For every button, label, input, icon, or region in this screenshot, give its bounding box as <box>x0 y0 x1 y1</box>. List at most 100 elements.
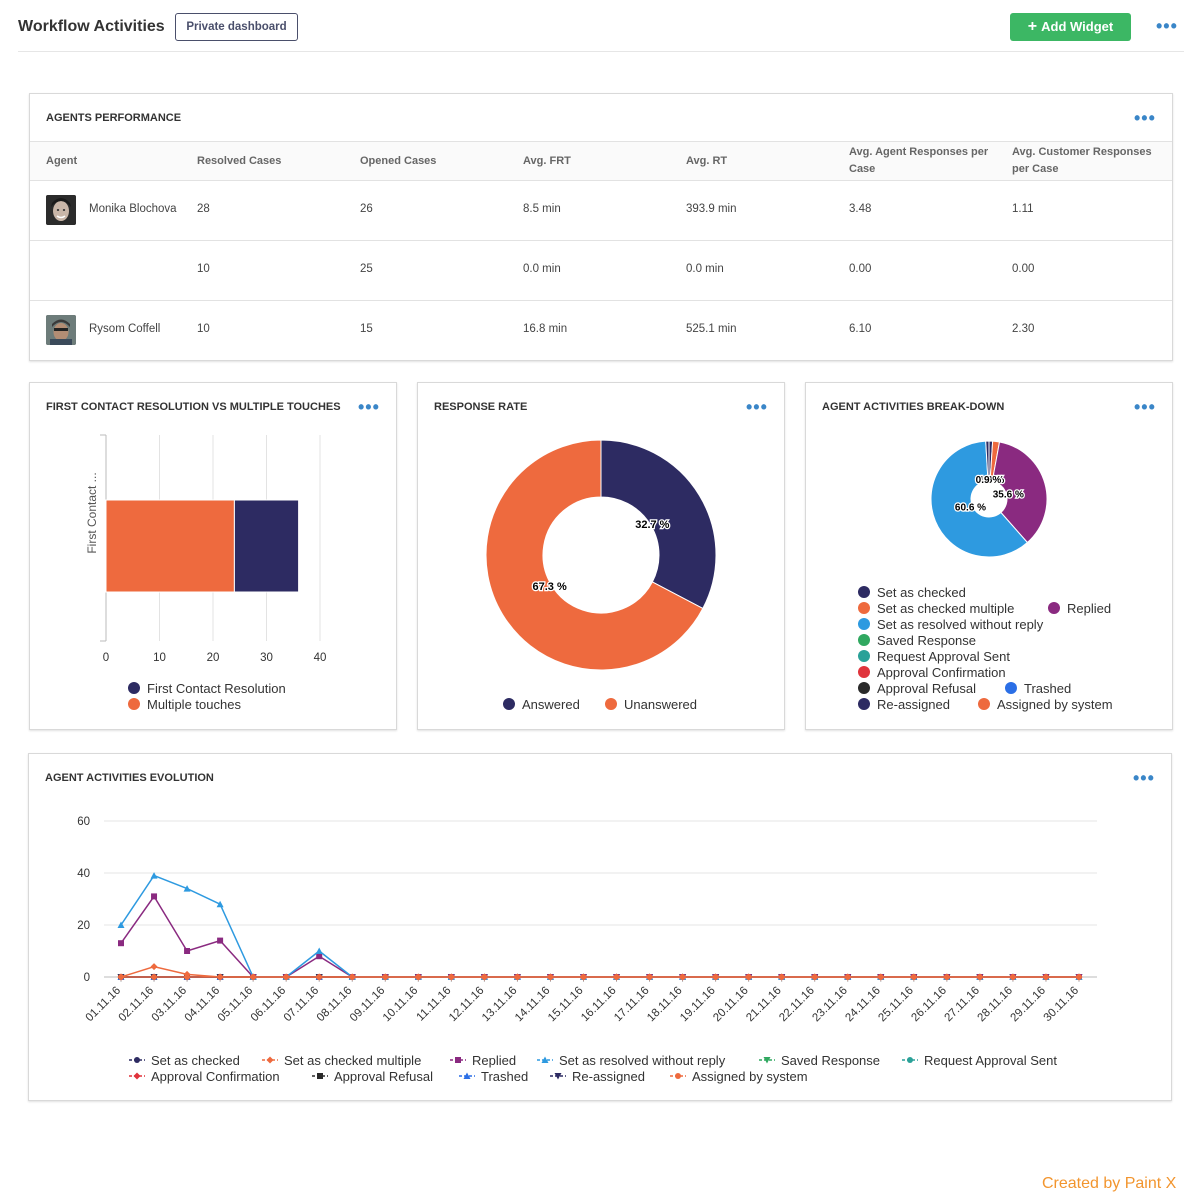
more-options-icon[interactable]: ••• <box>1134 397 1156 417</box>
x-tick-label: 21.11.16 <box>744 985 784 1025</box>
slice-unanswered <box>485 439 704 671</box>
more-options-icon[interactable]: ••• <box>746 397 768 417</box>
legend-label: Request Approval Sent <box>877 649 1010 664</box>
x-tick-label: 28.11.16 <box>976 985 1016 1025</box>
data-point <box>118 940 124 947</box>
legend-item[interactable]: Re-assigned <box>858 697 950 712</box>
legend-item-multiple-touches[interactable]: Multiple touches <box>128 697 241 712</box>
table-row: Monika Blochova 28 26 8.5 min 393.9 min … <box>30 181 1172 241</box>
column-header[interactable]: Avg. RT <box>686 155 728 167</box>
legend-dot <box>858 586 870 598</box>
agent-activities-breakdown-panel: AGENT ACTIVITIES BREAK-DOWN ••• 1.9 % 35.… <box>805 382 1173 730</box>
more-options-icon[interactable]: ••• <box>358 397 380 417</box>
data-point <box>976 974 983 980</box>
more-options-icon[interactable]: ••• <box>1156 16 1178 36</box>
data-point <box>463 1072 471 1079</box>
data-point <box>554 1073 562 1080</box>
resolved-cases: 10 <box>197 323 210 335</box>
data-point <box>266 1056 274 1064</box>
legend-label: Set as resolved without reply <box>559 1053 726 1068</box>
legend-item[interactable]: Approval Confirmation <box>858 665 1006 680</box>
x-tick-label: 30.11.16 <box>1042 985 1082 1025</box>
x-tick-label: 01.11.16 <box>84 985 124 1025</box>
legend-item: Approval Confirmation <box>129 1069 280 1084</box>
data-point <box>877 974 884 980</box>
x-tick-label: 12.11.16 <box>447 985 487 1025</box>
response-rate-donut: 32.7 % 67.3 % <box>485 439 717 671</box>
data-point <box>283 974 290 980</box>
data-point <box>745 974 752 980</box>
panel-title: AGENT ACTIVITIES BREAK-DOWN <box>822 401 1005 413</box>
avg-agent-responses: 3.48 <box>849 203 872 215</box>
legend-label: Approval Refusal <box>877 681 976 696</box>
legend-label: First Contact Resolution <box>147 681 286 696</box>
column-header[interactable]: Avg. Customer Responses per Case <box>1012 146 1152 175</box>
resolved-cases: 10 <box>197 263 210 275</box>
panel-title: AGENTS PERFORMANCE <box>46 112 182 124</box>
slice-answered <box>600 439 717 610</box>
x-tick-label: 10.11.16 <box>381 985 421 1025</box>
data-point <box>217 974 224 980</box>
legend-label: Set as checked <box>877 585 966 600</box>
legend-dot <box>858 650 870 662</box>
column-header[interactable]: Resolved Cases <box>197 155 282 167</box>
data-point <box>183 885 191 892</box>
data-point <box>763 1057 771 1064</box>
data-point <box>580 974 587 980</box>
legend-item[interactable]: Approval Refusal <box>858 681 976 696</box>
legend-item[interactable]: Saved Response <box>858 633 976 648</box>
legend-item-unanswered[interactable]: Unanswered <box>605 697 697 712</box>
avg-rt: 393.9 min <box>686 203 737 215</box>
private-dashboard-button[interactable]: Private dashboard <box>175 13 298 41</box>
data-point <box>811 974 818 980</box>
legend-dot <box>605 698 617 710</box>
x-tick-label: 24.11.16 <box>843 985 883 1025</box>
legend-label: Trashed <box>481 1069 528 1084</box>
legend-item: Saved Response <box>759 1053 880 1068</box>
more-options-icon[interactable]: ••• <box>1134 108 1156 128</box>
legend-dot <box>978 698 990 710</box>
data-point <box>315 947 323 954</box>
legend-dot <box>858 634 870 646</box>
more-options-icon[interactable]: ••• <box>1133 768 1155 788</box>
activities-donut: 1.9 % 35.6 % 60.6 % 0.9 % <box>930 440 1048 558</box>
series-assigned-by-system <box>118 974 1082 980</box>
data-point <box>133 1072 141 1080</box>
legend-item-first-contact[interactable]: First Contact Resolution <box>128 681 286 696</box>
bar-multiple-touches <box>105 499 235 593</box>
legend-item[interactable]: Assigned by system <box>978 697 1113 712</box>
legend-label: Assigned by system <box>997 697 1113 712</box>
bar-first-contact-resolution <box>233 499 300 593</box>
table-row: Rysom Coffell 10 15 16.8 min 525.1 min 6… <box>30 301 1172 361</box>
x-tick-label: 22.11.16 <box>777 985 817 1025</box>
add-widget-button[interactable]: + Add Widget <box>1010 13 1131 41</box>
legend-item[interactable]: Trashed <box>1005 681 1071 696</box>
agent-name: Rysom Coffell <box>89 323 161 335</box>
legend-label: Request Approval Sent <box>924 1053 1057 1068</box>
legend-item[interactable]: Set as checked multiple <box>858 601 1014 616</box>
opened-cases: 26 <box>360 203 373 215</box>
data-point <box>317 1073 323 1079</box>
legend-item: Request Approval Sent <box>902 1053 1057 1068</box>
column-header[interactable]: Avg. Agent Responses per Case <box>849 146 989 175</box>
x-tick-label: 16.11.16 <box>579 985 619 1025</box>
legend-dot <box>128 682 140 694</box>
plus-icon: + <box>1027 18 1038 35</box>
column-header[interactable]: Opened Cases <box>360 155 437 167</box>
column-header[interactable]: Agent <box>46 155 78 167</box>
data-point <box>415 974 422 980</box>
legend-item[interactable]: Set as resolved without reply <box>858 617 1043 632</box>
legend-item: Re-assigned <box>550 1069 645 1084</box>
y-tick-label: 0 <box>84 972 90 984</box>
legend-item-answered[interactable]: Answered <box>503 697 580 712</box>
legend-item[interactable]: Replied <box>1048 601 1111 616</box>
data-point <box>184 974 191 980</box>
column-header[interactable]: Avg. FRT <box>523 155 571 167</box>
response-rate-panel: RESPONSE RATE ••• 32.7 % 67.3 % Answered … <box>417 382 785 730</box>
avg-customer-responses: 2.30 <box>1012 323 1035 335</box>
series-set-as-checked-multiple <box>117 963 1083 981</box>
x-tick-label: 19.11.16 <box>678 985 718 1025</box>
x-tick-label: 05.11.16 <box>216 985 256 1025</box>
legend-item[interactable]: Request Approval Sent <box>858 649 1010 664</box>
legend-item[interactable]: Set as checked <box>858 585 966 600</box>
